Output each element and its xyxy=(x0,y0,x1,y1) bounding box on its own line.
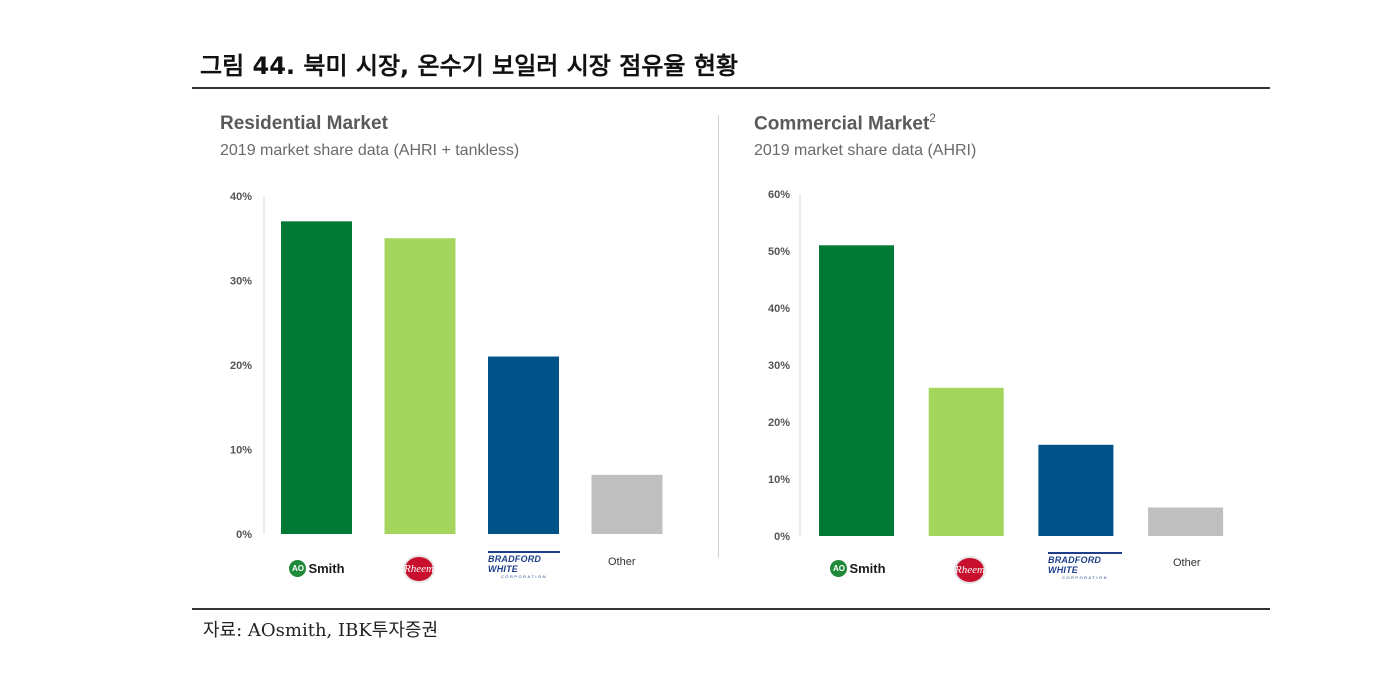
residential-rheem-logo: Rheem xyxy=(403,555,435,583)
residential-bar-other xyxy=(591,474,663,534)
rheem-logo-text: Rheem xyxy=(955,564,985,576)
commercial-bar-rheem xyxy=(928,387,1004,536)
residential-chart-subtitle: 2019 market share data (AHRI + tankless) xyxy=(220,142,520,159)
residential-bradford-white-logo: BRADFORD WHITE CORPORATION xyxy=(488,551,560,579)
residential-y-tick-label: 40% xyxy=(230,191,252,203)
ao-smith-logo-text: Smith xyxy=(308,560,345,576)
commercial-ao-smith-logo: AO Smith xyxy=(822,558,894,578)
residential-other-label: Other xyxy=(608,556,636,568)
residential-y-tick-label: 30% xyxy=(230,276,252,288)
panel-divider xyxy=(718,115,719,558)
commercial-bar-ao-smith xyxy=(819,245,894,537)
source-note: 자료: AOsmith, IBK투자증권 xyxy=(203,620,439,641)
ao-smith-logo-text: Smith xyxy=(849,560,886,576)
commercial-other-label: Other xyxy=(1173,557,1201,569)
residential-ao-smith-logo: AO Smith xyxy=(282,558,352,578)
residential-bar-ao-smith xyxy=(281,221,352,534)
rheem-logo-text: Rheem xyxy=(404,563,434,575)
commercial-bar-bradford-white xyxy=(1038,444,1114,536)
commercial-bradford-white-logo: BRADFORD WHITE CORPORATION xyxy=(1048,552,1122,580)
residential-y-tick-label: 20% xyxy=(230,360,252,372)
commercial-y-tick-label: 40% xyxy=(768,303,790,315)
residential-rheem-logo-wrap: Rheem xyxy=(384,554,454,584)
commercial-y-tick-label: 10% xyxy=(768,474,790,486)
figure-title: 그림 44. 북미 시장, 온수기 보일러 시장 점유율 현황 xyxy=(200,52,738,80)
bottom-rule xyxy=(192,608,1270,610)
commercial-bar-other xyxy=(1148,507,1224,536)
bradford-white-logo-text: BRADFORD WHITE xyxy=(1048,552,1122,575)
commercial-chart-title: Commercial Market2 xyxy=(754,111,936,135)
commercial-y-tick-label: 20% xyxy=(768,417,790,429)
top-rule xyxy=(192,87,1270,89)
ao-smith-circle-icon: AO xyxy=(289,559,307,577)
ao-smith-circle-icon: AO xyxy=(830,559,848,577)
commercial-title-footnote: 2 xyxy=(929,111,936,125)
bradford-white-logo-subtext: CORPORATION xyxy=(501,574,547,579)
commercial-rheem-logo: Rheem xyxy=(954,556,986,584)
residential-chart-title: Residential Market xyxy=(220,113,388,134)
bradford-white-logo-subtext: CORPORATION xyxy=(1062,575,1108,580)
commercial-y-tick-label: 60% xyxy=(768,189,790,201)
commercial-y-tick-label: 30% xyxy=(768,360,790,372)
bradford-white-logo-text: BRADFORD WHITE xyxy=(488,551,560,574)
residential-bar-bradford-white xyxy=(488,356,559,534)
residential-bar-rheem xyxy=(384,238,456,534)
commercial-y-tick-label: 0% xyxy=(774,531,790,543)
commercial-chart-subtitle: 2019 market share data (AHRI) xyxy=(754,142,977,159)
commercial-rheem-logo-wrap: Rheem xyxy=(934,555,1006,585)
residential-y-tick-label: 0% xyxy=(236,529,252,541)
residential-y-tick-label: 10% xyxy=(230,445,252,457)
commercial-y-tick-label: 50% xyxy=(768,246,790,258)
